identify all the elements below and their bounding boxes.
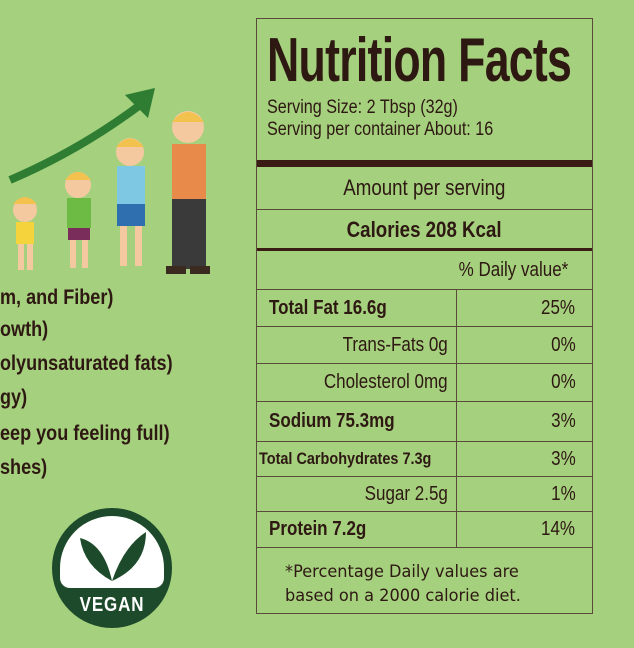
servings-per-container: Serving per container About: 16 bbox=[267, 119, 494, 140]
nutrient-row: Cholesterol 0mg 0% bbox=[257, 363, 592, 401]
nutrient-daily-value: 0% bbox=[551, 333, 576, 356]
benefit-line: m, and Fiber) bbox=[0, 286, 114, 309]
vegan-label: VEGAN bbox=[79, 594, 145, 616]
footnote-line: based on a 2000 calorie diet. bbox=[285, 586, 521, 606]
nutrient-row: Sugar 2.5g 1% bbox=[257, 476, 592, 511]
nutrient-daily-value: 3% bbox=[551, 410, 576, 432]
benefit-line: olyunsaturated fats) bbox=[0, 352, 173, 375]
footnote: *Percentage Daily values are based on a … bbox=[285, 560, 521, 608]
nutrient-daily-value: 14% bbox=[540, 518, 575, 540]
nutrient-daily-value: 25% bbox=[540, 296, 575, 319]
nutrient-label: Sodium 75.3mg bbox=[269, 410, 395, 432]
nutrient-label: Cholesterol 0mg bbox=[324, 371, 448, 393]
nutrient-label: Protein 7.2g bbox=[269, 518, 367, 540]
benefit-line: eep you feeling full) bbox=[0, 422, 170, 445]
nutrient-row: Total Fat 16.6g 25% bbox=[257, 289, 592, 326]
nutrient-label: Sugar 2.5g bbox=[364, 482, 448, 505]
daily-value-header: % Daily value* bbox=[458, 258, 569, 281]
serving-size: Serving Size: 2 Tbsp (32g) bbox=[267, 97, 458, 118]
leaf-icon bbox=[80, 532, 146, 581]
growth-illustration bbox=[8, 88, 210, 274]
benefit-line: owth) bbox=[0, 318, 49, 341]
child-figure-1 bbox=[13, 197, 37, 270]
nutrient-row: Total Carbohydrates 7.3g 3% bbox=[257, 441, 592, 476]
nutrition-title: Nutrition Facts bbox=[267, 26, 572, 95]
nutrient-row: Sodium 75.3mg 3% bbox=[257, 401, 592, 441]
benefit-line: gy) bbox=[0, 386, 28, 409]
nutrient-daily-value: 3% bbox=[551, 447, 576, 470]
child-figure-2 bbox=[65, 172, 91, 268]
divider bbox=[257, 160, 592, 167]
nutrition-facts-panel: Nutrition Facts Serving Size: 2 Tbsp (32… bbox=[256, 18, 593, 614]
nutrient-row: Trans-Fats 0g 0% bbox=[257, 326, 592, 363]
growth-arrow-icon bbox=[8, 101, 143, 184]
nutrient-label: Trans-Fats 0g bbox=[342, 333, 448, 356]
amount-per-serving: Amount per serving bbox=[343, 175, 506, 200]
nutrient-daily-value: 1% bbox=[551, 482, 576, 505]
nutrient-label: Total Fat 16.6g bbox=[269, 296, 387, 319]
nutrient-row: Protein 7.2g 14% bbox=[257, 511, 592, 547]
vegan-badge: VEGAN bbox=[52, 508, 172, 628]
child-figure-4 bbox=[166, 111, 210, 274]
footnote-line: *Percentage Daily values are bbox=[285, 562, 519, 582]
nutrient-label: Total Carbohydrates 7.3g bbox=[259, 449, 432, 468]
divider bbox=[257, 248, 592, 251]
nutrient-daily-value: 0% bbox=[551, 371, 576, 393]
calories: Calories 208 Kcal bbox=[347, 216, 502, 242]
benefit-line: shes) bbox=[0, 456, 48, 479]
child-figure-3 bbox=[116, 138, 145, 266]
